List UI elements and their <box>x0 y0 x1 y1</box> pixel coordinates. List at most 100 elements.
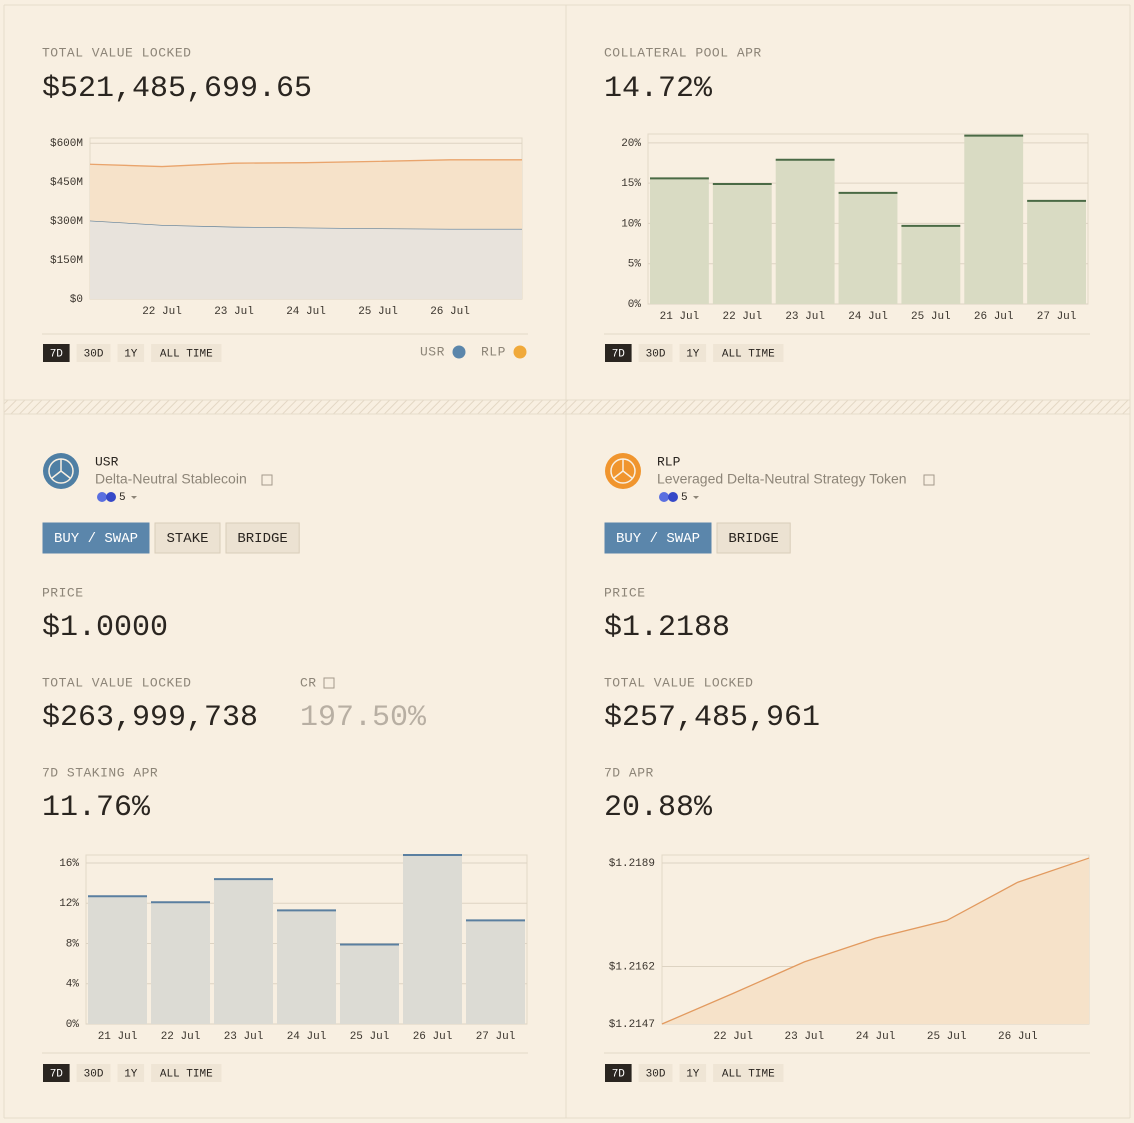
range-button-label[interactable]: 1Y <box>686 1068 700 1080</box>
y-tick-label: $0 <box>70 294 83 306</box>
range-button[interactable] <box>605 344 632 362</box>
y-tick-label: 15% <box>621 178 641 190</box>
dropdown-arrow <box>131 496 137 499</box>
legend-label: USR <box>420 344 445 359</box>
x-tick-label: 24 Jul <box>286 306 326 318</box>
action-button[interactable] <box>716 522 791 554</box>
x-tick-label: 24 Jul <box>856 1031 896 1043</box>
y-tick-label: 5% <box>628 259 642 271</box>
y-tick-label: $450M <box>50 177 83 189</box>
x-tick-label: 25 Jul <box>358 306 398 318</box>
range-button-label[interactable]: 1Y <box>124 348 138 360</box>
range-button[interactable] <box>76 344 111 362</box>
range-button[interactable] <box>638 1064 673 1082</box>
range-button-label[interactable]: ALL TIME <box>160 1068 213 1080</box>
stat-label: PRICE <box>604 585 646 600</box>
range-button-label[interactable]: 7D <box>50 348 64 360</box>
range-button-label[interactable]: 7D <box>50 1068 64 1080</box>
token-icon <box>51 459 71 479</box>
action-button[interactable] <box>604 522 712 554</box>
bar <box>277 910 336 1024</box>
info-icon[interactable] <box>261 474 273 486</box>
range-button[interactable] <box>117 344 145 362</box>
x-tick-label: 26 Jul <box>998 1031 1038 1043</box>
token-description: Delta-Neutral Stablecoin <box>95 471 247 487</box>
x-tick-label: 22 Jul <box>161 1031 201 1043</box>
range-button[interactable] <box>151 344 222 362</box>
action-button[interactable] <box>225 522 300 554</box>
stat-value: 20.88% <box>604 791 713 825</box>
info-icon[interactable] <box>323 677 335 689</box>
range-button-label[interactable]: 1Y <box>686 348 700 360</box>
x-tick-label: 22 Jul <box>142 306 182 318</box>
legend-label: RLP <box>481 344 506 359</box>
range-button[interactable] <box>605 1064 632 1082</box>
range-button-label[interactable]: 1Y <box>124 1068 138 1080</box>
bar <box>712 183 772 304</box>
range-button[interactable] <box>117 1064 145 1082</box>
x-tick-label: 23 Jul <box>214 306 254 318</box>
y-tick-label: 16% <box>59 858 79 870</box>
range-button-label[interactable]: 7D <box>612 348 626 360</box>
x-tick-label: 26 Jul <box>430 306 470 318</box>
y-tick-label: 4% <box>66 979 80 991</box>
chain-icon <box>106 492 116 502</box>
stat-value: $263,999,738 <box>42 701 258 735</box>
line <box>661 857 1090 1025</box>
chain-count[interactable]: 5 <box>681 492 688 504</box>
y-tick-label: 20% <box>621 138 641 150</box>
range-button-label[interactable]: 7D <box>612 1068 626 1080</box>
action-button-label[interactable]: BUY / SWAP <box>54 531 138 547</box>
stat-label: PRICE <box>42 585 84 600</box>
y-tick-label: $1.2162 <box>609 961 655 973</box>
x-tick-label: 26 Jul <box>413 1031 453 1043</box>
range-button[interactable] <box>43 344 70 362</box>
bar <box>214 879 273 1024</box>
y-tick-label: 0% <box>628 299 642 311</box>
action-button-label[interactable]: BRIDGE <box>728 531 778 547</box>
x-tick-label: 27 Jul <box>476 1031 516 1043</box>
chain-count[interactable]: 5 <box>119 492 126 504</box>
y-tick-label: $1.2147 <box>609 1019 655 1031</box>
range-button[interactable] <box>713 1064 784 1082</box>
x-tick-label: 23 Jul <box>785 1031 825 1043</box>
card-label: TOTAL VALUE LOCKED <box>42 45 191 60</box>
card-value: $521,485,699.65 <box>42 72 312 106</box>
area <box>90 220 522 299</box>
range-button[interactable] <box>679 1064 707 1082</box>
action-button[interactable] <box>42 522 150 554</box>
range-button-label[interactable]: ALL TIME <box>160 348 213 360</box>
action-button-label[interactable]: BRIDGE <box>237 531 287 547</box>
y-tick-label: 12% <box>59 898 79 910</box>
hatched-divider <box>3 399 1131 415</box>
chain-icon <box>668 492 678 502</box>
line <box>89 159 522 168</box>
range-button[interactable] <box>43 1064 70 1082</box>
range-button-label[interactable]: 30D <box>646 1068 666 1080</box>
action-button[interactable] <box>154 522 221 554</box>
range-button[interactable] <box>713 344 784 362</box>
area <box>662 858 1089 1024</box>
range-button[interactable] <box>151 1064 222 1082</box>
x-tick-label: 23 Jul <box>785 311 825 323</box>
range-button-label[interactable]: 30D <box>84 1068 104 1080</box>
info-icon[interactable] <box>923 474 935 486</box>
range-button[interactable] <box>638 344 673 362</box>
bar <box>1027 200 1086 304</box>
x-tick-label: 25 Jul <box>927 1031 967 1043</box>
action-button-label[interactable]: BUY / SWAP <box>616 531 700 547</box>
x-tick-label: 23 Jul <box>224 1031 264 1043</box>
token-symbol: USR <box>95 454 119 469</box>
range-button-label[interactable]: ALL TIME <box>722 348 775 360</box>
range-button-label[interactable]: ALL TIME <box>722 1068 775 1080</box>
x-tick-label: 25 Jul <box>911 311 951 323</box>
range-button-label[interactable]: 30D <box>84 348 104 360</box>
range-button[interactable] <box>76 1064 111 1082</box>
chain-icon <box>659 492 669 502</box>
action-button-label[interactable]: STAKE <box>166 531 208 547</box>
range-button-label[interactable]: 30D <box>646 348 666 360</box>
bar <box>964 135 1024 304</box>
token-description: Leveraged Delta-Neutral Strategy Token <box>657 471 907 487</box>
range-button[interactable] <box>679 344 707 362</box>
